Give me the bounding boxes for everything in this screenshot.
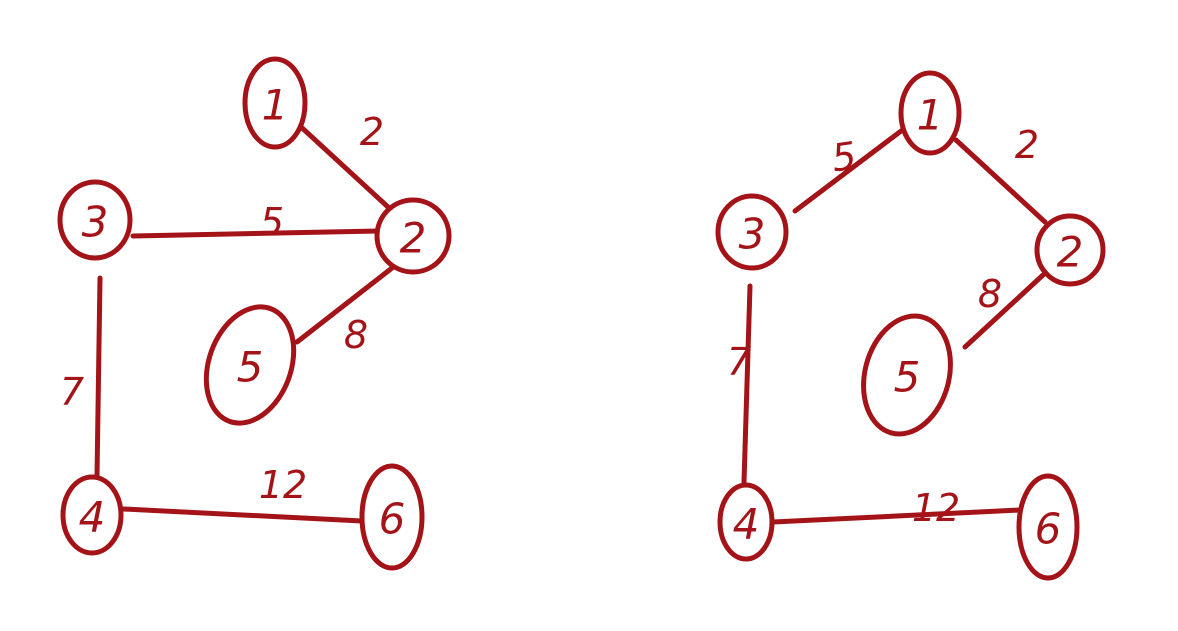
node-circle-2 — [374, 197, 452, 275]
node-label-2: 2 — [1057, 228, 1084, 277]
node-circle-1 — [898, 70, 962, 156]
node-label-6: 6 — [379, 495, 406, 544]
node-2: 2 — [374, 197, 452, 275]
node-label-2: 2 — [400, 214, 427, 263]
node-label-3: 3 — [82, 198, 109, 247]
edge-4-6 — [770, 507, 1023, 525]
edge-3-4 — [94, 275, 103, 479]
node-circle-6 — [1016, 473, 1080, 581]
edge-weight-5-2: 8 — [978, 272, 1002, 316]
node-2: 2 — [1034, 213, 1106, 287]
node-6: 6 — [1016, 473, 1080, 581]
edge-weight-1-2: 2 — [1015, 123, 1039, 167]
node-4: 4 — [60, 474, 124, 556]
edge-weight-3-2: 5 — [260, 200, 284, 244]
edge-weight-4-6: 12 — [912, 486, 960, 530]
node-label-5: 5 — [894, 353, 921, 402]
node-label-3: 3 — [739, 210, 766, 259]
node-circle-4 — [717, 482, 775, 562]
edge-1-2 — [953, 137, 1048, 225]
node-circle-5 — [861, 313, 953, 437]
node-circle-3 — [715, 193, 789, 271]
node-label-5: 5 — [237, 343, 264, 392]
edge-1-2 — [297, 123, 391, 210]
node-6: 6 — [359, 463, 425, 571]
node-label-4: 4 — [733, 500, 760, 549]
edge-3-4 — [741, 283, 753, 485]
node-1: 1 — [898, 70, 962, 156]
node-4: 4 — [717, 482, 775, 562]
node-circle-2 — [1034, 213, 1106, 287]
node-3: 3 — [715, 193, 789, 271]
edge-3-1 — [792, 125, 908, 214]
node-circle-6 — [359, 463, 425, 571]
edge-weight-4-6: 12 — [259, 463, 307, 507]
node-label-1: 1 — [262, 81, 289, 130]
edge-weight-3-1: 5 — [829, 134, 859, 181]
node-circle-4 — [60, 474, 124, 556]
edge-weight-5-2: 8 — [344, 313, 368, 357]
edge-weight-3-4: 7 — [727, 340, 751, 384]
edge-5-2 — [962, 272, 1046, 350]
node-circle-5 — [203, 304, 297, 426]
edge-3-2 — [130, 228, 381, 239]
edge-4-6 — [121, 506, 365, 524]
node-1: 1 — [242, 56, 308, 150]
node-label-1: 1 — [917, 91, 944, 140]
edge-weight-3-4: 7 — [60, 370, 84, 414]
node-5: 5 — [203, 304, 297, 426]
node-label-6: 6 — [1035, 505, 1062, 554]
node-circle-1 — [242, 56, 308, 150]
node-label-4: 4 — [79, 493, 106, 542]
node-circle-3 — [57, 179, 133, 261]
edge-weight-1-2: 2 — [360, 110, 384, 154]
edge-5-2 — [294, 265, 395, 345]
node-3: 3 — [57, 179, 133, 261]
node-5: 5 — [861, 313, 953, 437]
